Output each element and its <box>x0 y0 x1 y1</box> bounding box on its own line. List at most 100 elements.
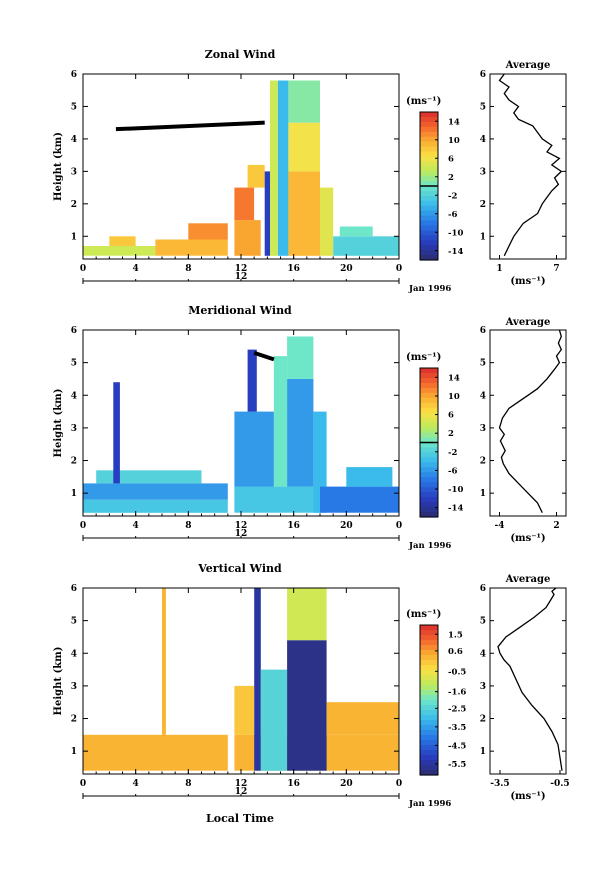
colorbar-swatch <box>420 760 438 766</box>
colorbar-swatch <box>420 181 438 187</box>
average-x-axis-label: (ms⁻¹) <box>510 276 545 287</box>
colorbar-swatch <box>420 190 438 197</box>
colorbar-swatch <box>420 225 438 231</box>
colorbar-swatch <box>420 417 438 424</box>
x-tick-label: 8 <box>185 521 191 531</box>
colorbar-unit: (ms⁻¹) <box>406 352 441 363</box>
average-x-axis-label: (ms⁻¹) <box>510 533 545 544</box>
wind-cell <box>96 470 202 484</box>
average-y-tick-label: 4 <box>480 649 486 659</box>
x-tick-label: 0 <box>80 521 86 531</box>
colorbar-swatch <box>420 695 438 701</box>
average-y-tick-label: 6 <box>480 326 486 336</box>
average-y-tick-label: 3 <box>480 424 486 434</box>
colorbar-swatch <box>420 745 438 751</box>
x-tick-label: 16 <box>287 264 300 274</box>
y-tick-label: 4 <box>71 135 77 145</box>
wind-cell <box>247 349 257 412</box>
colorbar-swatch <box>420 141 438 148</box>
colorbar-tick-label: 6 <box>448 411 454 421</box>
colorbar-swatch <box>420 442 438 449</box>
colorbar-swatch <box>420 171 438 177</box>
colorbar-tick-label: -1.6 <box>448 688 466 698</box>
colorbar-tick-label: 14 <box>448 373 460 383</box>
x-tick-label: 8 <box>185 264 191 274</box>
x-tick-label: 20 <box>340 779 353 789</box>
x-tick-label: 0 <box>80 264 86 274</box>
average-frame <box>489 587 567 775</box>
y-tick-label: 6 <box>71 70 77 80</box>
wind-cell <box>320 486 399 513</box>
average-y-tick-label: 5 <box>480 617 486 627</box>
colorbar-swatch <box>420 422 438 429</box>
average-profile-line <box>498 73 563 257</box>
y-tick-label: 5 <box>71 359 77 369</box>
colorbar-swatch <box>420 690 438 696</box>
x-tick-label: 12 <box>235 264 248 274</box>
wind-cell <box>287 588 327 641</box>
wind-cell <box>188 223 228 240</box>
colorbar-swatch <box>420 735 438 741</box>
colorbar-swatch <box>420 680 438 686</box>
y-axis-label: Height (km) <box>53 389 64 458</box>
colorbar-swatch <box>420 235 438 241</box>
average-y-tick-label: 5 <box>480 102 486 112</box>
wind-cell <box>288 171 320 256</box>
colorbar-tick-label: -4.5 <box>448 741 466 751</box>
colorbar-swatch <box>420 377 438 384</box>
colorbar-swatch <box>420 136 438 143</box>
y-tick-label: 4 <box>71 649 77 659</box>
colorbar-tick-label: 6 <box>448 154 454 164</box>
y-tick-label: 3 <box>71 167 77 177</box>
zonal-average-panel: Average 1 2 3 4 5 6 1 7 (ms⁻¹) <box>480 60 567 287</box>
average-x-tick-label: 2 <box>553 521 559 531</box>
average-y-tick-label: 6 <box>480 70 486 80</box>
wind-cell <box>260 669 288 771</box>
colorbar-swatch <box>420 397 438 404</box>
date-label: Jan 1996 <box>408 284 451 294</box>
y-tick-label: 4 <box>71 391 77 401</box>
colorbar-swatch <box>420 166 438 172</box>
colorbar-tick-label: 14 <box>448 117 460 127</box>
colorbar-swatch <box>420 507 438 513</box>
average-x-tick-label: 1 <box>496 264 502 274</box>
wind-cell <box>162 588 166 735</box>
average-x-tick-label: -3.5 <box>490 779 509 789</box>
y-axis-label: Height (km) <box>53 647 64 716</box>
colorbar-swatch <box>420 502 438 508</box>
colorbar-swatch <box>420 412 438 419</box>
colorbar-swatch <box>420 492 438 498</box>
date-label: Jan 1996 <box>408 541 451 551</box>
average-y-tick-label: 2 <box>480 200 486 210</box>
colorbar-swatch <box>420 635 438 641</box>
colorbar-tick-label: -14 <box>448 247 463 257</box>
wind-cell <box>83 734 228 771</box>
colorbar-swatch <box>420 112 438 118</box>
colorbar-swatch <box>420 200 438 207</box>
average-y-tick-label: 1 <box>480 489 486 499</box>
x-tick-label: 0 <box>396 264 402 274</box>
date-marker: 12 <box>235 529 248 539</box>
colorbar-tick-label: -6 <box>448 210 458 220</box>
wind-cell <box>247 164 265 188</box>
wind-cell <box>264 171 270 256</box>
average-y-tick-label: 3 <box>480 167 486 177</box>
wind-cell <box>234 187 255 221</box>
colorbar-swatch <box>420 665 438 671</box>
x-tick-label: 16 <box>287 521 300 531</box>
front-line <box>115 120 265 132</box>
colorbar-tick-label: -5.5 <box>448 760 466 770</box>
colorbar-tick-label: -0.5 <box>448 667 466 677</box>
vertical-wind-title: Vertical Wind <box>197 562 282 575</box>
colorbar-swatch <box>420 215 438 222</box>
average-y-tick-label: 4 <box>480 391 486 401</box>
average-y-tick-label: 5 <box>480 359 486 369</box>
average-profile-line <box>498 329 563 513</box>
colorbar-swatch <box>420 482 438 488</box>
colorbar-swatch <box>420 740 438 746</box>
colorbar-swatch <box>420 220 438 227</box>
average-profile-line <box>497 587 563 771</box>
colorbar-swatch <box>420 650 438 656</box>
